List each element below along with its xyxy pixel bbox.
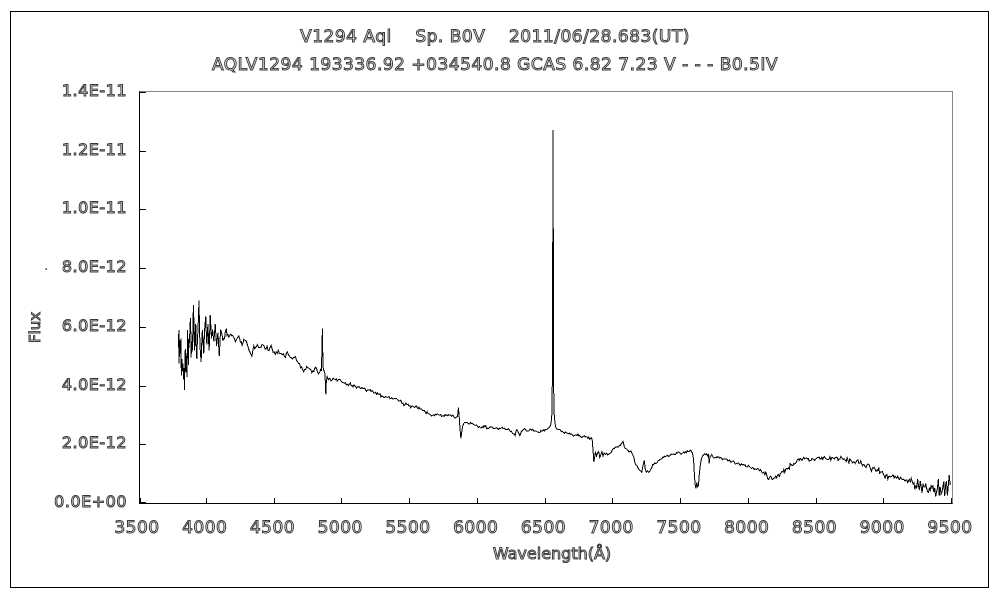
x-tick-label: 5000 xyxy=(317,518,363,539)
spectrum-line xyxy=(178,130,952,497)
x-tick-label: 3500 xyxy=(114,518,160,539)
y-tick-label: 4.0E-12 xyxy=(61,374,127,394)
x-tick-label: 6000 xyxy=(453,518,499,539)
y-axis-ticks xyxy=(140,92,146,503)
chart-title: V1294 Aql Sp. B0V 2011/06/28.683(UT) xyxy=(300,27,690,48)
y-tick-label: 6.0E-12 xyxy=(61,315,127,335)
x-axis-label: Wavelength(Å) xyxy=(492,544,612,564)
y-tick-label: 0.0E+00 xyxy=(54,492,127,512)
y-tick-label: 2.0E-12 xyxy=(61,433,127,453)
x-tick-label: 5500 xyxy=(385,518,431,539)
spectrum-plot xyxy=(140,92,952,503)
x-tick-label: 9500 xyxy=(927,518,973,539)
y-tick-label: 1.2E-11 xyxy=(61,139,127,159)
x-tick-label: 8500 xyxy=(791,518,838,539)
x-tick-label: 6500 xyxy=(520,518,567,539)
chart-subtitle: AQLV1294 193336.92 +034540.8 GCAS 6.82 7… xyxy=(211,55,779,76)
x-tick-label: 8000 xyxy=(724,518,770,539)
y-tick-label: 8.0E-12 xyxy=(61,257,127,277)
x-tick-label: 4000 xyxy=(182,518,228,539)
x-tick-label: 4500 xyxy=(249,518,296,539)
x-tick-label: 7500 xyxy=(656,518,702,539)
x-axis-ticks xyxy=(140,498,952,503)
stray-dot: . xyxy=(44,258,49,274)
plot-area xyxy=(139,91,953,504)
outer-border xyxy=(10,11,989,588)
x-tick-label: 9000 xyxy=(859,518,905,539)
x-tick-label: 7000 xyxy=(588,518,634,539)
y-tick-label: 1.0E-11 xyxy=(61,198,127,218)
y-tick-label: 1.4E-11 xyxy=(61,81,127,101)
